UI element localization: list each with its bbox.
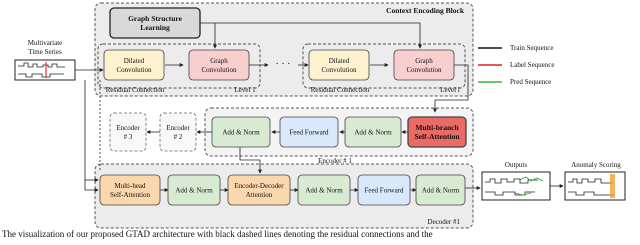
decoder-block-box [99,174,161,206]
input-label-text: Time Series [28,48,62,56]
ellipsis: · · · [276,59,291,70]
encoder-stack-box [159,112,197,152]
decoder-block-text: Attention [246,191,273,199]
dilated-conv-box [103,49,165,81]
graph-structure-box [109,7,201,39]
architecture-diagram: Context Encoding Block Level 1 Level l R… [2,2,626,239]
encoder-block-box [407,116,467,148]
block-title: Context Encoding Block [386,6,465,15]
decoder-block-text: Multi-head [114,182,146,190]
legend-label: Label Sequence [510,61,555,69]
output-box [481,171,551,201]
graph-structure-text: Graph Structure [128,14,182,23]
encoder-block-box [344,116,402,148]
encoder-block-box [279,116,339,148]
encoder-stack-text: Encoder [116,124,140,132]
decoder-block-text: Add & Norm [422,187,460,195]
encoder-block-box [211,116,271,148]
graph-conv-box [188,49,250,81]
encoder-stack-box [109,112,147,152]
legend-label: Pred Sequence [510,78,551,86]
score-box [564,171,626,201]
dilated-conv-text: Dilated [124,57,145,65]
legend-label: Train Sequence [510,44,553,52]
residual-label: Residual Connection [311,86,370,94]
decoder-block-box [357,174,411,206]
graph-conv-text: Convolution [201,66,237,74]
level-frame [97,43,261,89]
decoder-block-box [415,174,466,206]
encoder-block-text: Self-Attention [415,132,461,141]
graph-structure-text: Learning [140,23,170,32]
encoder-block-text: Add & Norm [354,129,392,137]
outputs-label: Outputs [505,161,527,169]
residual-label: Residual Connection [106,86,165,94]
dilated-conv-text: Convolution [116,66,152,74]
dilated-conv-text: Dilated [329,57,350,65]
decoder-block-text: Add & Norm [305,187,343,195]
graph-conv-text: Convolution [406,66,442,74]
encoder-label: Encoder # 1 [318,157,352,165]
pred-line [514,176,544,196]
anomaly-highlight [610,174,615,198]
dilated-conv-text: Convolution [321,66,357,74]
level-label: Level l [440,86,460,94]
encoder-block-text: Feed Forward [289,129,329,137]
graph-conv-box [393,49,455,81]
decoder-block-text: Self-Attention [110,191,151,199]
decoder-block-text: Encoder-Decoder [234,182,284,190]
output-line [485,178,538,196]
encoder-stack-text: # 2 [174,133,183,141]
encoder-frame [204,107,474,157]
encoder-block-text: Add & Norm [222,129,260,137]
caption: The visualization of our proposed GTAD a… [2,229,433,239]
decoder-block-box [297,174,351,206]
level-frame [302,43,466,89]
score-line [568,178,614,196]
graph-conv-text: Graph [210,57,228,65]
encoder-stack-text: Encoder [166,124,190,132]
input-label-text: Multivariate [28,39,63,47]
decoder-block-box [227,174,291,206]
level-label: Level 1 [234,86,256,94]
decoder-block-text: Feed Forward [364,187,404,195]
decoder-block-box [167,174,221,206]
decoder-block-text: Add & Norm [175,187,213,195]
anomaly-label: Anomaly Scoring [571,161,621,169]
series-line [18,62,65,78]
dilated-conv-box [308,49,370,81]
encoder-stack-text: # 3 [124,133,133,141]
decoder-label: Decoder #1 [428,218,461,226]
encoder-block-text: Multi-branch [415,123,459,132]
connectors [75,22,564,192]
graph-conv-text: Graph [415,57,433,65]
